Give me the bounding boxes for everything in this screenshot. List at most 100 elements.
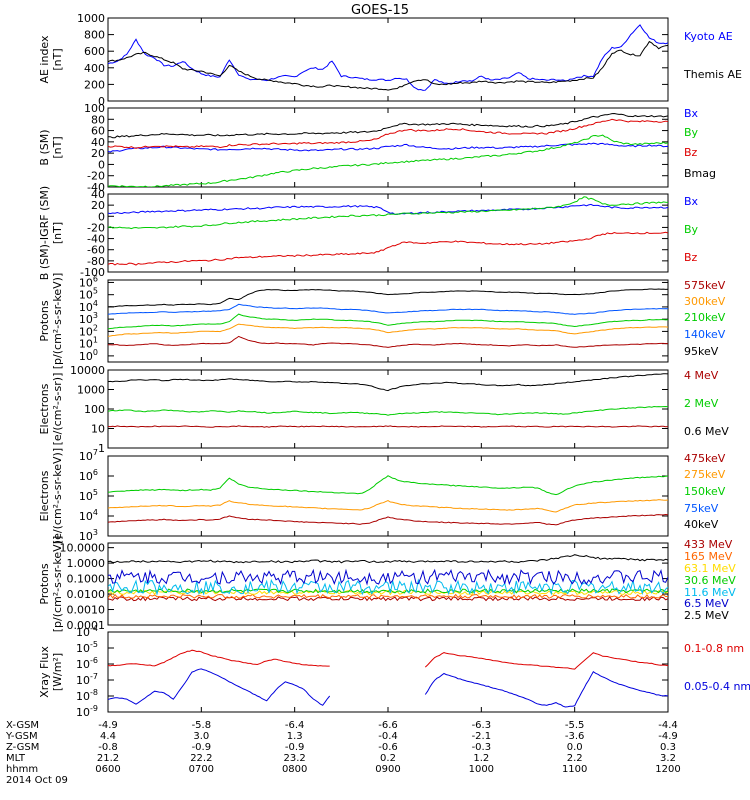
footer-value: -4.9 — [98, 720, 118, 731]
y-tick-label: 10 — [91, 423, 105, 436]
y-tick-label: 0 — [98, 210, 105, 223]
y-tick-label: 20 — [91, 147, 105, 160]
series-line-165-mev — [108, 593, 668, 599]
series-line-95kev — [108, 288, 668, 308]
series-line-0-6-mev — [108, 373, 668, 392]
y-tick-label: 10-9 — [76, 704, 98, 719]
legend-label: 63.1 MeV — [684, 562, 736, 575]
y-tick-label: 1000 — [77, 384, 105, 397]
series-line-bz — [108, 231, 668, 266]
panel-frame — [107, 369, 669, 449]
series-line-575kev — [108, 335, 668, 348]
legend-label: 30.6 MeV — [684, 574, 736, 587]
y-tick-label: 0 — [98, 95, 105, 108]
panel-frame — [107, 455, 669, 537]
legend-label: 165 MeV — [684, 550, 733, 563]
legend-label: 95keV — [684, 345, 719, 358]
orbit-footer: X-GSMY-GSMZ-GSMMLThhmm-4.94.4-0.821.2060… — [5, 720, 681, 786]
legend-label: 275keV — [684, 468, 726, 481]
series-line-4-mev — [108, 425, 668, 428]
series-line-themis-ae — [108, 40, 668, 91]
series-line-2-mev — [108, 405, 668, 416]
y-axis-title: Protons — [38, 300, 51, 341]
y-axis-title: [nT] — [51, 222, 64, 244]
footer-value: 0.2 — [380, 753, 396, 764]
y-tick-label: 100 — [79, 348, 98, 363]
y-tick-label: 40 — [91, 136, 105, 149]
y-tick-label: -40 — [87, 233, 105, 246]
y-tick-label: -100 — [80, 266, 105, 279]
footer-value: -6.6 — [378, 720, 398, 731]
footer-row-label: hhmm — [6, 764, 38, 775]
legend-label: 210keV — [684, 311, 726, 324]
y-axis-title: B (SM) — [38, 129, 51, 165]
y-tick-label: -80 — [87, 255, 105, 268]
footer-value: -0.9 — [192, 742, 212, 753]
y-axis-title: B (SM)-IGRF (SM) — [38, 186, 51, 280]
footer-value: -0.3 — [472, 742, 492, 753]
y-tick-label: 1.0000 — [67, 557, 106, 570]
series-line-bmag — [108, 112, 668, 139]
panel-7: 10.0000 1.0000 0.1000 0.0100 0.0010 0.0001 Pro… — [38, 536, 736, 633]
y-axis-title: Electrons — [38, 383, 51, 434]
footer-value: -6.4 — [285, 720, 305, 731]
series-line-30-6-mev — [108, 588, 668, 594]
legend-label: 475keV — [684, 452, 726, 465]
panel-8: 10-410-510-610-710-810-9 Xray Flux [W/m²] 0… — [38, 624, 750, 719]
y-tick-label: 40 — [91, 188, 105, 201]
y-tick-label: -40 — [87, 181, 105, 194]
footer-value: 1.3 — [287, 731, 303, 742]
series-line-by — [108, 196, 668, 230]
y-axis-title: [W/m²] — [51, 653, 64, 691]
series-line-140kev — [108, 303, 668, 315]
panel-1: 1000 800 600 400 200 0 AE index [nT] Kyoto AE The… — [38, 12, 742, 108]
y-tick-label: 600 — [84, 45, 105, 58]
footer-value: -5.8 — [192, 720, 212, 731]
footer-value: -3.6 — [565, 731, 585, 742]
panel-5: 10000 1000 100 10 1 Electrons [e/(cm²-s-sr)] 4 … — [38, 364, 729, 455]
panel-frame — [107, 17, 669, 102]
y-tick-label: 0.1000 — [67, 573, 106, 586]
footer-value: 0600 — [95, 764, 120, 775]
footer-value: -4.9 — [658, 731, 678, 742]
y-tick-label: 105 — [79, 488, 98, 503]
y-tick-label: 106 — [79, 468, 98, 483]
y-tick-label: 800 — [84, 29, 105, 42]
y-tick-label: 20 — [91, 199, 105, 212]
y-tick-label: -20 — [87, 221, 105, 234]
legend-label: 4 MeV — [684, 369, 719, 382]
footer-value: 4.4 — [100, 731, 116, 742]
footer-value: 2.2 — [567, 753, 583, 764]
footer-value: 0.0 — [567, 742, 583, 753]
footer-row-label: Y-GSM — [5, 731, 38, 742]
legend-label: 575keV — [684, 279, 726, 292]
y-tick-label: -60 — [87, 244, 105, 257]
legend-label: Bx — [684, 195, 699, 208]
footer-value: -0.4 — [378, 731, 398, 742]
legend-label: 40keV — [684, 518, 719, 531]
footer-row-label: MLT — [6, 753, 26, 764]
series-line-0-1-0-8-nm — [108, 649, 668, 670]
y-tick-label: 400 — [84, 62, 105, 75]
series-line-300kev — [108, 323, 668, 337]
series-line-bz — [108, 118, 668, 149]
series-line-475kev — [108, 513, 668, 526]
y-tick-label: 1000 — [77, 12, 105, 25]
series-line-by — [108, 134, 668, 187]
y-tick-label: 10000 — [70, 364, 105, 377]
legend-label: Bmag — [684, 167, 716, 180]
legend-label: 11.6 MeV — [684, 586, 736, 599]
y-axis-title: [e/(cm²-s-sr-keV)] — [51, 448, 64, 544]
legend-label: 2 MeV — [684, 397, 719, 410]
y-axis-title: [p/(cm²-s-sr-keV)] — [51, 273, 64, 370]
footer-row-label: Z-GSM — [6, 742, 39, 753]
y-tick-label: 10.0000 — [60, 542, 106, 555]
y-tick-label: 200 — [84, 78, 105, 91]
y-tick-label: 10-6 — [76, 656, 98, 671]
y-tick-label: 0 — [98, 158, 105, 171]
legend-label: Bz — [684, 146, 698, 159]
y-tick-label: -20 — [87, 170, 105, 183]
